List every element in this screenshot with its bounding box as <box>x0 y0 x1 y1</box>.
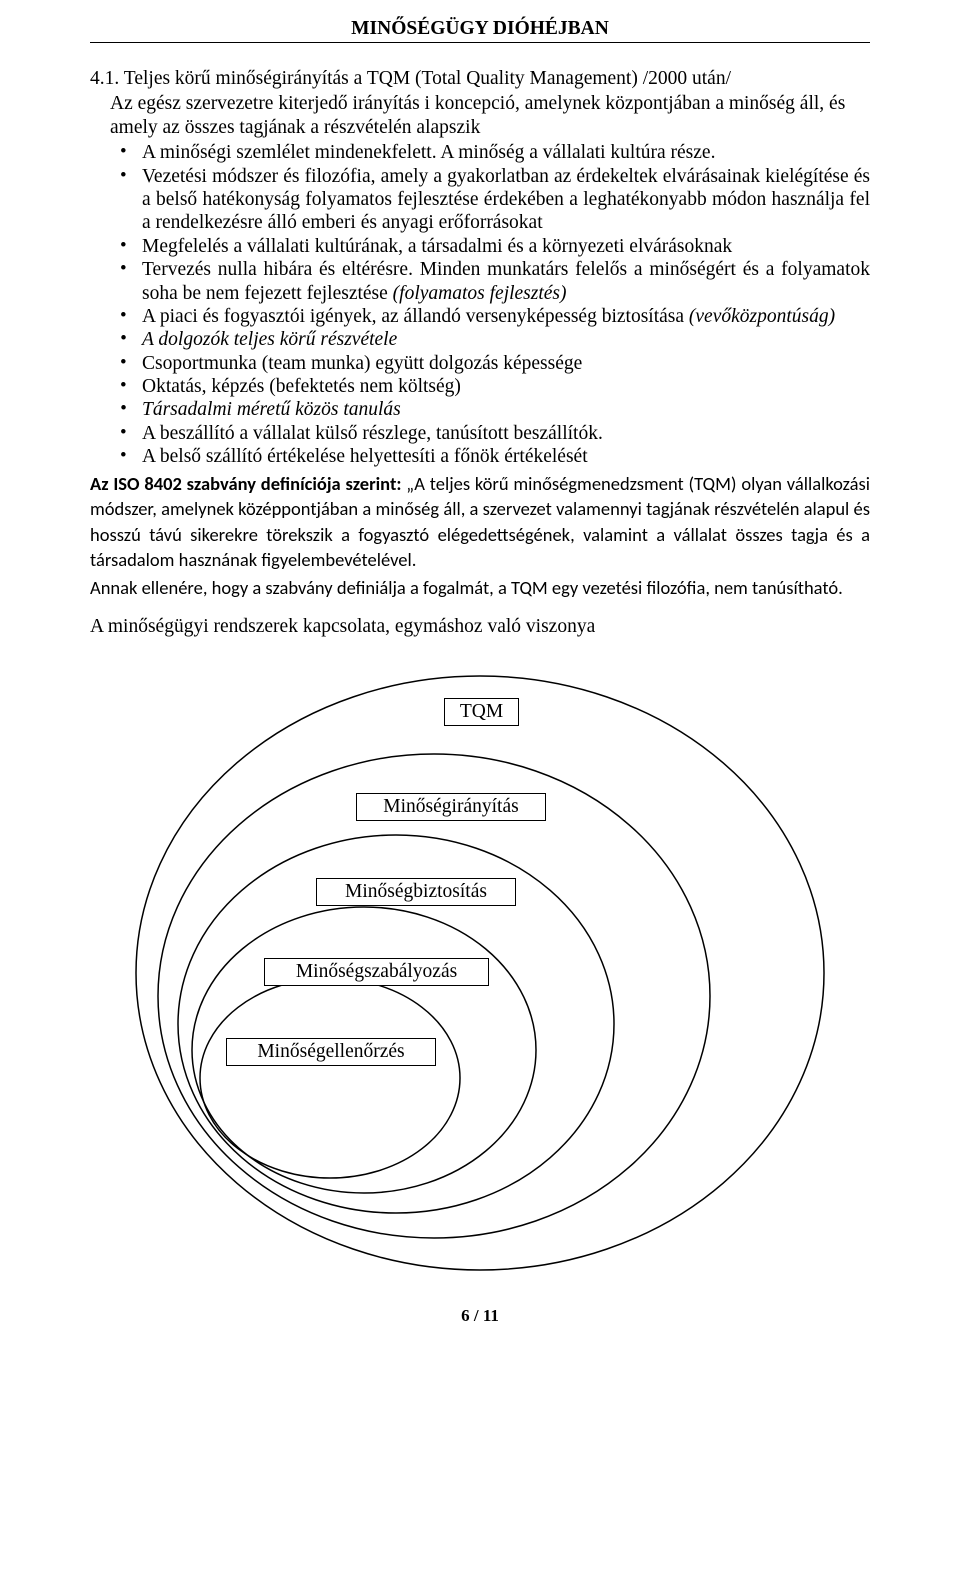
diagram-subheading: A minőségügyi rendszerek kapcsolata, egy… <box>90 616 870 638</box>
diagram-label: Minőségellenőrzés <box>226 1038 436 1066</box>
diagram-label: Minőségszabályozás <box>264 958 489 986</box>
list-item: A dolgozók teljes körű részvétele <box>110 328 870 351</box>
list-item: Tervezés nulla hibára és eltérésre. Mind… <box>110 258 870 305</box>
definition-note: Annak ellenére, hogy a szabvány definiál… <box>90 575 870 601</box>
list-item: A minőségi szemlélet mindenekfelett. A m… <box>110 141 870 164</box>
list-item: A belső szállító értékelése helyettesíti… <box>110 445 870 468</box>
diagram-label: TQM <box>444 698 519 726</box>
diagram-label: Minőségbiztosítás <box>316 878 516 906</box>
diagram-label: Minőségirányítás <box>356 793 546 821</box>
definition-lead: Az ISO 8402 szabvány definíciója szerint… <box>90 472 401 495</box>
list-item: Csoportmunka (team munka) együtt dolgozá… <box>110 352 870 375</box>
section-heading: 4.1. Teljes körű minőségirányítás a TQM … <box>90 67 870 90</box>
list-item: Megfelelés a vállalati kultúrának, a tár… <box>110 235 870 258</box>
list-item: A beszállító a vállalat külső részlege, … <box>110 422 870 445</box>
definition-paragraph: Az ISO 8402 szabvány definíciója szerint… <box>90 471 870 573</box>
nested-ellipse-diagram: TQM Minőségirányítás Minőségbiztosítás Minő… <box>134 668 826 1286</box>
list-item: Oktatás, képzés (befektetés nem költség) <box>110 375 870 398</box>
list-item: A piaci és fogyasztói igények, az álland… <box>110 305 870 328</box>
page-footer: 6 / 11 <box>90 1306 870 1326</box>
list-item: Vezetési módszer és filozófia, amely a g… <box>110 165 870 235</box>
section-intro: Az egész szervezetre kiterjedő irányítás… <box>110 92 870 139</box>
page-header-title: MINŐSÉGÜGY DIÓHÉJBAN <box>90 18 870 43</box>
bullet-list: A minőségi szemlélet mindenekfelett. A m… <box>110 141 870 468</box>
list-item: Társadalmi méretű közös tanulás <box>110 398 870 421</box>
